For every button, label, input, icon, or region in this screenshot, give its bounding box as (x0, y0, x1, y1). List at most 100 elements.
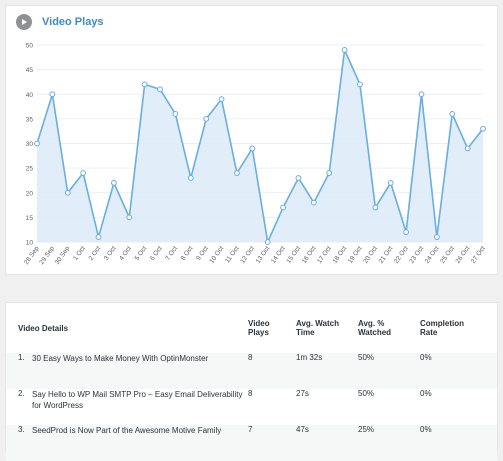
header-completion-rate-label: Completion Rate (420, 319, 464, 337)
avg-pct-watched-value: 25% (358, 425, 375, 434)
data-point (110, 180, 117, 186)
header-avg-watch-time[interactable]: Avg. Watch Time (296, 303, 358, 353)
x-tick-label: 12 Oct (239, 245, 256, 265)
table-row[interactable]: 1. 30 Easy Ways to Make Money With Optin… (6, 353, 497, 389)
data-point (249, 145, 256, 152)
data-point (326, 170, 333, 176)
completion-rate-value: 0% (420, 425, 432, 434)
data-point (95, 234, 102, 240)
completion-rate-value: 0% (420, 353, 432, 362)
data-point (141, 81, 148, 88)
data-point (157, 86, 163, 93)
x-tick-label: 18 Oct (332, 245, 349, 265)
x-tick-label: 4 Oct (118, 245, 133, 262)
chart-header: Video Plays (16, 12, 104, 32)
x-tick-label: 10 Oct (208, 245, 225, 265)
x-tick-label: 11 Oct (224, 245, 241, 264)
data-point (172, 111, 179, 117)
data-point (80, 170, 87, 176)
data-point (310, 199, 317, 206)
avg-pct-watched-value: 50% (358, 389, 375, 398)
row-number: 1. (18, 353, 25, 362)
x-tick-label: 24 Oct (424, 245, 441, 265)
data-point (433, 234, 440, 240)
plays-area (37, 49, 483, 242)
table-header-row: Video Details Video Plays Avg. Watch Tim… (6, 303, 497, 353)
header-avg-pct-watched[interactable]: Avg. % Watched (358, 303, 420, 353)
y-tick-label: 20 (26, 190, 34, 197)
data-point (64, 189, 71, 196)
y-tick-label: 25 (26, 166, 34, 173)
x-tick-label: 25 Oct (439, 245, 456, 265)
data-point (403, 229, 410, 236)
header-avg-pct-watched-label: Avg. % Watched (358, 319, 392, 337)
x-tick-label: 9 Oct (195, 245, 210, 262)
data-point (480, 125, 486, 132)
x-tick-label: 22 Oct (393, 245, 410, 265)
x-tick-label: 5 Oct (134, 245, 149, 262)
header-completion-rate[interactable]: Completion Rate (420, 303, 497, 353)
x-tick-label: 23 Oct (408, 245, 425, 265)
y-tick-label: 50 (26, 43, 34, 50)
x-tick-label: 7 Oct (164, 245, 179, 262)
avg-watch-time-value: 1m 32s (296, 353, 323, 362)
y-tick-label: 45 (26, 67, 34, 74)
x-tick-label: 16 Oct (301, 245, 318, 265)
x-tick-label: 8 Oct (180, 245, 195, 262)
data-point (449, 111, 456, 117)
plays-line (36, 46, 484, 245)
x-tick-label: 15 Oct (285, 245, 302, 265)
x-tick-label: 21 Oct (378, 245, 395, 265)
data-point (126, 214, 133, 221)
chart-title: Video Plays (42, 16, 104, 28)
data-point (187, 175, 194, 181)
row-number: 3. (18, 425, 25, 434)
video-plays-value: 8 (248, 389, 253, 398)
video-plays-value: 8 (248, 353, 253, 362)
y-tick-label: 15 (26, 215, 34, 222)
x-tick-label: 20 Oct (362, 245, 379, 265)
y-tick-label: 10 (26, 240, 34, 247)
x-tick-label: 13 Oct (255, 245, 272, 265)
table-row[interactable]: 3. SeedProd is Now Part of the Awesome M… (6, 425, 497, 461)
header-video-details[interactable]: Video Details (18, 323, 69, 333)
header-avg-watch-time-label: Avg. Watch Time (296, 319, 339, 337)
x-tick-label: 1 Oct (72, 245, 87, 262)
completion-rate-value: 0% (420, 389, 432, 398)
table-row[interactable]: 2. Say Hello to WP Mail SMTP Pro – Easy … (6, 389, 497, 425)
data-point (295, 175, 302, 181)
data-point (203, 115, 210, 122)
avg-watch-time-value: 47s (296, 425, 309, 434)
data-point (49, 91, 56, 98)
x-tick-label: 6 Oct (149, 245, 164, 262)
y-tick-label: 35 (26, 116, 34, 123)
x-tick-label: 3 Oct (103, 245, 118, 262)
data-point (418, 91, 425, 98)
x-tick-label: 17 Oct (316, 245, 333, 265)
header-video-plays[interactable]: Video Plays (248, 303, 296, 353)
video-title[interactable]: Say Hello to WP Mail SMTP Pro – Easy Ema… (32, 390, 243, 410)
x-tick-label: 30 Sep (54, 245, 72, 266)
data-point (218, 96, 225, 103)
y-tick-label: 30 (26, 141, 34, 148)
y-tick-label: 40 (26, 92, 34, 99)
video-details-table: Video Details Video Plays Avg. Watch Tim… (6, 303, 497, 461)
row-number: 2. (18, 389, 25, 398)
avg-watch-time-value: 27s (296, 389, 309, 398)
header-video-plays-label: Video Plays (248, 319, 270, 337)
video-details-card: Video Details Video Plays Avg. Watch Tim… (5, 302, 498, 461)
x-tick-label: 2 Oct (88, 245, 103, 262)
data-point (357, 81, 363, 88)
data-point (234, 170, 240, 176)
play-icon (16, 14, 32, 30)
x-tick-label: 19 Oct (347, 245, 364, 265)
video-plays-card: 10 15 20 25 30 35 40 45 50 28 Sep 29 Sep 30 Sep 1 Oc… (5, 5, 498, 275)
video-plays-value: 7 (248, 425, 253, 434)
x-tick-label: 27 Oct (470, 245, 487, 265)
avg-pct-watched-value: 50% (358, 353, 375, 362)
video-title[interactable]: SeedProd is Now Part of the Awesome Moti… (32, 426, 222, 435)
video-title[interactable]: 30 Easy Ways to Make Money With OptinMon… (32, 354, 209, 363)
data-point (280, 204, 286, 211)
data-point (464, 145, 471, 152)
